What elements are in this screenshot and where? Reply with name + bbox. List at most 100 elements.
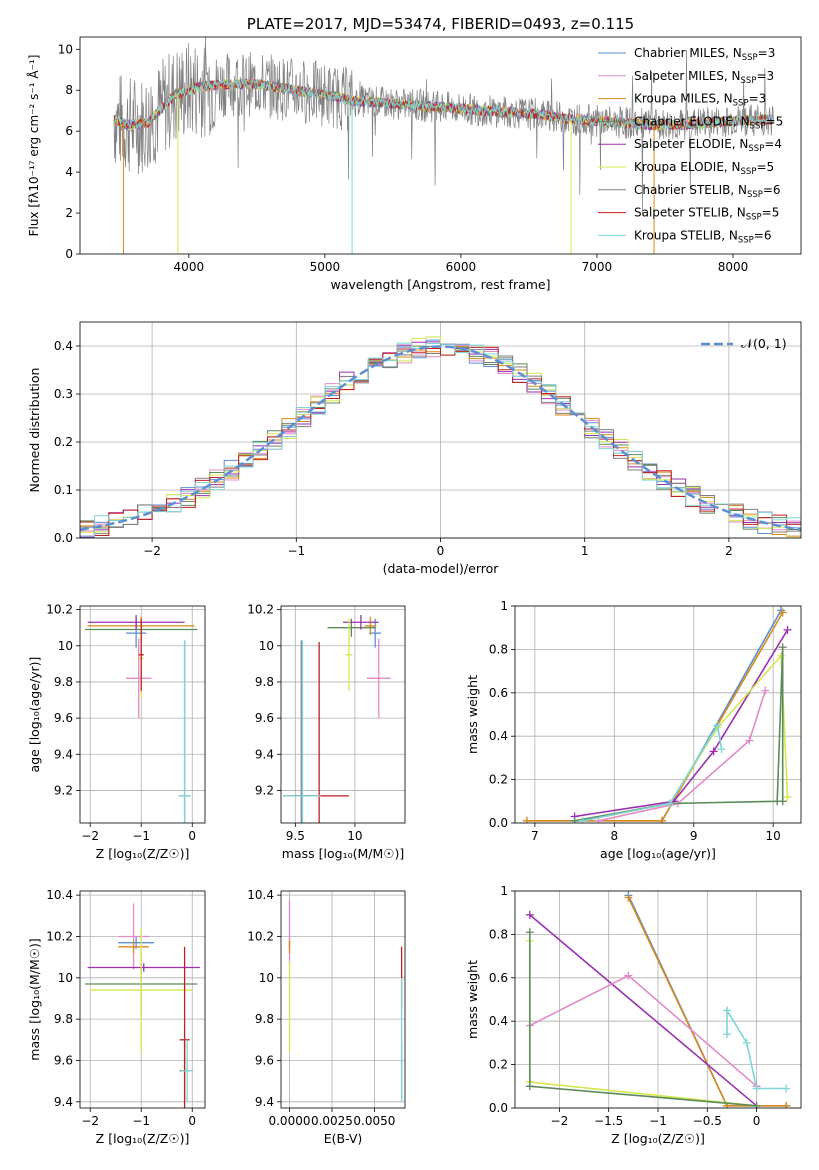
y-tick-label: 9.4 xyxy=(255,1095,274,1109)
y-tick-label: 0.4 xyxy=(54,339,73,353)
x-tick-label: 8 xyxy=(610,829,618,843)
series-marker xyxy=(570,816,579,823)
legend-label: Salpeter STELIB, NSSP=5 xyxy=(634,206,779,223)
series-marker xyxy=(525,928,534,937)
legend-label: Chabrier STELIB, NSSP=6 xyxy=(634,183,781,200)
axes-frame xyxy=(79,605,206,824)
y-tick-label: 0.2 xyxy=(489,773,508,787)
y-tick-label: 10 xyxy=(259,639,274,653)
y-tick-label: 0.3 xyxy=(54,387,73,401)
errorbar-salpeter-miles xyxy=(118,903,149,970)
errorbar-kroupa-elodie xyxy=(345,618,353,691)
chart-residuals: −2 −1 0 1 2 0.0 0.1 0.2 0.3 0.4 (data-model)/error… xyxy=(27,321,802,576)
errorbar-kroupa-elodie xyxy=(90,928,193,1053)
y-tick-label: 0.4 xyxy=(489,1014,508,1028)
legend-label: 𝒩(0, 1) xyxy=(741,336,787,351)
series-marker xyxy=(525,910,534,919)
errorbar-chabrier-elodie xyxy=(327,618,376,637)
y-tick-label: 9.4 xyxy=(255,747,274,761)
x-tick-label: 0.0000 xyxy=(268,1114,310,1128)
y-tick-label: 9.8 xyxy=(255,675,274,689)
y-tick-label: 9.6 xyxy=(54,711,73,725)
y-tick-label: 4 xyxy=(65,165,73,179)
normal-curve xyxy=(80,345,801,531)
x-axis-label: age [log₁₀(age/yr)] xyxy=(600,846,716,861)
axes-frame xyxy=(79,890,206,1109)
y-tick-label: 9.4 xyxy=(54,747,73,761)
x-tick-label: 1 xyxy=(581,544,589,558)
x-tick-label: 0 xyxy=(188,1114,196,1128)
x-axis-label: Z [log₁₀(Z/Z☉)] xyxy=(96,1131,190,1146)
axes-frame xyxy=(79,36,802,255)
errorbar-kroupa-stelib xyxy=(284,640,321,823)
series-line xyxy=(529,974,758,1087)
y-tick-label: 0.4 xyxy=(489,729,508,743)
x-tick-label: 0.0050 xyxy=(353,1114,395,1128)
chart-spectrum: 4000 5000 6000 7000 8000 0 2 4 6 8 10 wavelength [A… xyxy=(26,15,802,292)
errorbar-salpeter-stelib xyxy=(138,618,144,691)
series-marker xyxy=(742,1038,751,1047)
legend: Chabrier MILES, NSSP=3 Salpeter MILES, NS… xyxy=(598,46,783,245)
x-tick-label: 7000 xyxy=(582,260,613,274)
y-tick-label: 10.2 xyxy=(247,929,274,943)
series-marker xyxy=(778,608,787,617)
x-tick-label: 0.0025 xyxy=(311,1114,353,1128)
series-marker xyxy=(752,1101,761,1108)
series-marker xyxy=(777,651,786,660)
chart-age-vs-Z: −2 −1 0 9.2 9.4 9.6 9.8 10 10.2 Z [log₁₀(Z/Z☉)] ag… xyxy=(27,603,206,861)
weight-series-kroupa-elodie xyxy=(578,651,792,823)
x-tick-label: −2 xyxy=(81,1114,99,1128)
errorbar-salpeter-elodie xyxy=(87,963,200,972)
histogram-salpeter-stelib xyxy=(80,346,801,536)
y-axis-label: mass weight xyxy=(465,675,480,754)
plot-area xyxy=(113,37,774,254)
series-line xyxy=(526,612,784,822)
series-line xyxy=(598,690,767,822)
series-marker xyxy=(778,643,787,652)
y-tick-label: 10.2 xyxy=(247,603,274,617)
y-axis-label: mass [log₁₀(M/M☉)] xyxy=(27,938,42,1060)
legend-label: Chabrier ELODIE, NSSP=5 xyxy=(634,114,783,131)
plot-area xyxy=(522,606,792,823)
chart-weight-vs-Z: −2 −1.5 −1 −0.5 0 0.0 0.2 0.4 0.6 0.8 1 Z [log₁₀(Z/… xyxy=(465,884,802,1146)
model-line-kroupa-stelib xyxy=(113,78,774,132)
series-marker xyxy=(522,816,531,823)
plot-area xyxy=(85,615,198,823)
legend-label: Kroupa ELODIE, NSSP=5 xyxy=(634,160,774,177)
y-tick-label: 10 xyxy=(259,971,274,985)
y-tick-label: 10.4 xyxy=(247,888,274,902)
errorbar-kroupa-miles xyxy=(118,940,149,953)
legend-label: Kroupa MILES, NSSP=3 xyxy=(634,92,766,109)
y-tick-label: 10 xyxy=(58,42,73,56)
y-tick-label: 2 xyxy=(65,206,73,220)
weight-series-salpeter-miles xyxy=(525,971,761,1091)
series-line xyxy=(529,914,758,1107)
x-axis-label: mass [log₁₀(M/M☉)] xyxy=(282,846,404,861)
y-tick-label: 9.6 xyxy=(54,1053,73,1067)
series-line xyxy=(526,609,782,822)
x-tick-label: 5000 xyxy=(310,260,341,274)
y-axis-label: age [log₁₀(age/yr)] xyxy=(27,657,42,773)
plot-area xyxy=(283,615,391,823)
x-tick-label: 2 xyxy=(725,544,733,558)
series-marker xyxy=(723,1030,732,1039)
x-tick-label: 10 xyxy=(347,829,362,843)
x-tick-label: 4000 xyxy=(174,260,205,274)
errorbar-kroupa-stelib xyxy=(178,640,191,823)
series-marker xyxy=(713,721,722,730)
errorbar-salpeter-miles xyxy=(125,638,152,719)
x-tick-label: 10 xyxy=(766,829,781,843)
series-marker xyxy=(783,625,792,634)
y-tick-label: 9.6 xyxy=(255,711,274,725)
series-marker xyxy=(525,1082,534,1091)
y-tick-label: 10.4 xyxy=(46,888,73,902)
y-tick-label: 0.0 xyxy=(489,1101,508,1115)
series-marker xyxy=(782,1084,791,1093)
chart-title: PLATE=2017, MJD=53474, FIBERID=0493, z=0… xyxy=(247,15,634,33)
chart-weight-vs-age: 7 8 9 10 0.0 0.2 0.4 0.6 0.8 1 age [log₁₀(age/yr)]… xyxy=(465,599,802,861)
chart-mass-vs-Z: −2 −1 0 9.4 9.6 9.8 10 10.2 10.4 Z [log₁₀(Z/Z☉)] m… xyxy=(27,888,206,1146)
errorbar-salpeter-miles xyxy=(366,638,391,719)
x-tick-label: 0 xyxy=(753,1114,761,1128)
x-tick-label: −1 xyxy=(649,1114,667,1128)
